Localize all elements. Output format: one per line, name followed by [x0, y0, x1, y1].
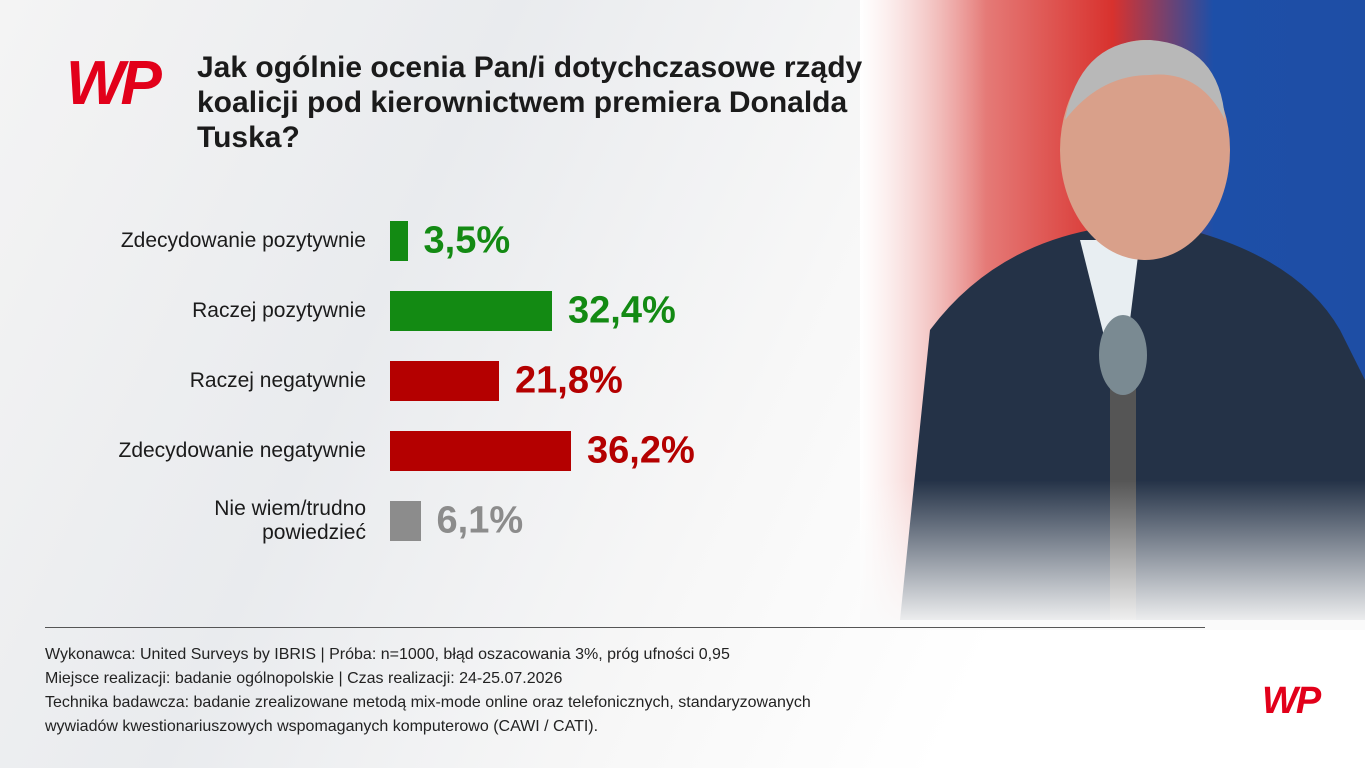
- logo-small: WP: [1262, 680, 1321, 722]
- value-label: 6,1%: [436, 499, 524, 542]
- footer-line: wywiadów kwestionariuszowych wspomaganyc…: [45, 718, 599, 735]
- logo: WP: [66, 49, 162, 118]
- value-label: 32,4%: [568, 289, 676, 332]
- separator: [45, 627, 1205, 628]
- bar: [390, 501, 421, 541]
- value-label: 36,2%: [587, 429, 695, 472]
- bar: [390, 361, 499, 401]
- category-label: Nie wiem/trudno powiedzieć: [214, 497, 366, 544]
- chart-title: Jak ogólnie ocenia Pan/i dotychczasowe r…: [197, 51, 863, 154]
- bar: [390, 221, 408, 261]
- photo-fade: [860, 480, 1365, 630]
- category-label: Raczej pozytywnie: [192, 299, 366, 322]
- category-label: Raczej negatywnie: [189, 369, 366, 392]
- category-label: Zdecydowanie pozytywnie: [120, 229, 366, 252]
- footer-line: Technika badawcza: badanie zrealizowane …: [45, 694, 811, 711]
- bar: [390, 291, 552, 331]
- footer-line: Wykonawca: United Surveys by IBRIS | Pró…: [45, 646, 730, 663]
- bar: [390, 431, 571, 471]
- category-label: Zdecydowanie negatywnie: [118, 439, 367, 462]
- footer-line: Miejsce realizacji: badanie ogólnopolski…: [45, 670, 563, 687]
- value-label: 21,8%: [515, 359, 623, 402]
- value-label: 3,5%: [423, 219, 511, 262]
